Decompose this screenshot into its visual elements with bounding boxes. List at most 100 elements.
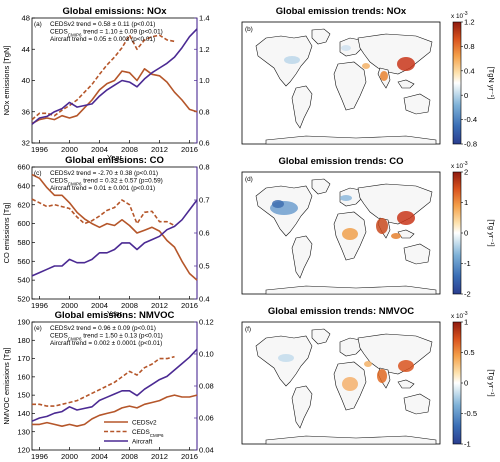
world-map — [255, 178, 437, 295]
y-tick-label-left: 150 — [17, 391, 30, 400]
series-line-cedsv2 — [32, 394, 198, 428]
continent-outline — [403, 243, 431, 265]
y-axis-label-left: NMVOC emissions [Tg] — [2, 347, 11, 424]
x-tick-label: 1996 — [31, 145, 48, 154]
world-map — [255, 28, 437, 145]
trend-hotspot — [397, 57, 415, 71]
colorbar-label: [TgN yr⁻¹] — [487, 67, 496, 100]
x-tick-label: 2012 — [151, 452, 168, 461]
continent-outline — [291, 235, 313, 279]
legend-label: CEDSv2 — [132, 420, 157, 427]
series-line-cedscmip6 — [31, 34, 175, 121]
y-tick-label-left: 160 — [17, 372, 30, 381]
continent-outline — [311, 178, 331, 195]
colorbar-tick-label: 2 — [464, 168, 468, 177]
map-panel: Global emission trends: NOx (b) 1.2 0.8 0.4 0… — [241, 6, 496, 149]
y-tick-label-right: 0.6 — [199, 229, 210, 238]
x-tick-label: 2012 — [151, 301, 168, 310]
subscript: CMIP6 — [68, 336, 82, 341]
y-tick-label-right: 0.10 — [199, 350, 214, 359]
x-tick-label: 2004 — [91, 452, 108, 461]
x-axis-label: Year — [107, 460, 122, 462]
colorbar-exponent: -3 — [463, 11, 468, 17]
colorbar-scale: x 10-3 — [451, 161, 468, 170]
colorbar-tick-label: -0.8 — [464, 140, 477, 149]
y-tick-label-right: 0.8 — [199, 107, 210, 116]
colorbar-tick-label: 0.5 — [464, 348, 475, 357]
x-tick-label: 2008 — [121, 301, 138, 310]
panel-title: Global emissions: CO — [65, 155, 164, 166]
subscript: CMIP6 — [68, 32, 82, 37]
series-line-aircraft — [31, 199, 198, 277]
legend-label: Aircraft — [132, 439, 152, 446]
trend-annotation: CEDSv2 trend = 0.58 ± 0.11 (p<0.01) — [50, 21, 155, 28]
y-tick-label-right: 0.5 — [199, 262, 210, 271]
colorbar-label: [Tg yr⁻¹] — [487, 219, 496, 246]
trend-annotation: Aircraft trend = 0.002 ± 0.0001 (p<0.01) — [50, 340, 162, 347]
y-tick-label-left: 640 — [17, 181, 30, 190]
continent-outline — [403, 93, 431, 115]
continent-outline — [291, 85, 313, 129]
y-tick-label-left: 36 — [22, 107, 30, 116]
colorbar-scale: x 10-3 — [451, 11, 468, 20]
x-tick-label: 2008 — [121, 452, 138, 461]
subscript: CMIP6 — [68, 181, 82, 186]
continent-outline — [339, 337, 363, 357]
y-tick-label-left: 600 — [17, 219, 30, 228]
colorbar-tick-label: -1 — [464, 259, 471, 268]
trend-hotspot — [376, 218, 388, 234]
x-tick-label: 2016 — [181, 301, 198, 310]
continent-outline — [265, 435, 437, 445]
y-tick-label-left: 40 — [22, 76, 30, 85]
series-line-cedsv2 — [31, 173, 198, 281]
map-title: Global emission trends: CO — [278, 156, 403, 167]
continent-outline — [333, 61, 367, 111]
y-axis-label-left: NOx emissions [TgN] — [2, 46, 11, 116]
trend-hotspot — [284, 56, 300, 64]
series-line-aircraft — [31, 348, 198, 422]
colorbar-tick-label: -2 — [464, 290, 471, 299]
y-tick-label-left: 580 — [17, 238, 30, 247]
y-tick-label-left: 44 — [22, 45, 30, 54]
annotation-tail: trend = 1.50 ± 0.13 (p<0.01) — [81, 333, 162, 340]
y-tick-label-left: 620 — [17, 200, 30, 209]
trend-hotspot — [272, 200, 284, 208]
x-axis-label: Year — [107, 153, 122, 162]
x-tick-label: 2000 — [61, 301, 78, 310]
trend-annotation: CEDSv2 trend = -2.70 ± 0.38 (p<0.01) — [50, 170, 158, 177]
y-tick-label-left: 540 — [17, 276, 30, 285]
annotation-tail: trend = 1.10 ± 0.09 (p<0.01) — [81, 29, 162, 36]
trend-hotspot — [397, 211, 415, 225]
continent-outline — [291, 385, 313, 429]
continent-outline — [397, 229, 415, 239]
panel-title: Global emissions: NOx — [63, 6, 168, 17]
x-tick-label: 2000 — [61, 145, 78, 154]
map-panel: Global emission trends: NMVOC (f) 1 0.5 0 -0.… — [241, 306, 496, 449]
y-tick-label-right: 0.04 — [199, 446, 214, 455]
trend-hotspot — [391, 233, 401, 239]
trend-hotspot — [398, 360, 414, 372]
series-line-cedsv2 — [31, 68, 198, 125]
y-tick-label-right: 1.0 — [199, 76, 210, 85]
colorbar-scale: x 10-3 — [451, 311, 468, 320]
colorbar-tick-label: 1 — [464, 318, 468, 327]
continent-outline — [311, 328, 331, 345]
panel-letter: (d) — [245, 176, 253, 183]
subscript: CMIP6 — [150, 433, 164, 438]
trend-hotspot — [377, 369, 387, 383]
y-tick-label-left: 120 — [17, 446, 30, 455]
x-tick-label: 1996 — [31, 452, 48, 461]
y-tick-label-right: 0.08 — [199, 382, 214, 391]
trend-hotspot — [278, 354, 294, 362]
trend-annotation: CEDSv2 trend = 0.96 ± 0.09 (p<0.01) — [50, 325, 156, 332]
line-panel: Global emissions: NOx 1996 2000 2004 2008 201… — [2, 6, 210, 162]
colorbar-tick-label: 0.4 — [464, 66, 475, 75]
colorbar — [452, 171, 462, 295]
x-tick-label: 2016 — [181, 452, 198, 461]
continent-outline — [311, 28, 331, 45]
map-panel: Global emission trends: CO (d) 2 1 0 -1 -2 x 10… — [241, 156, 496, 299]
colorbar-tick-label: 1 — [464, 198, 468, 207]
trend-annotation: CEDSCMIP6 trend = 0.32 ± 0.57 (p=0.59) — [50, 178, 163, 187]
y-axis-label-left: CO emissions [Tg] — [2, 203, 11, 264]
